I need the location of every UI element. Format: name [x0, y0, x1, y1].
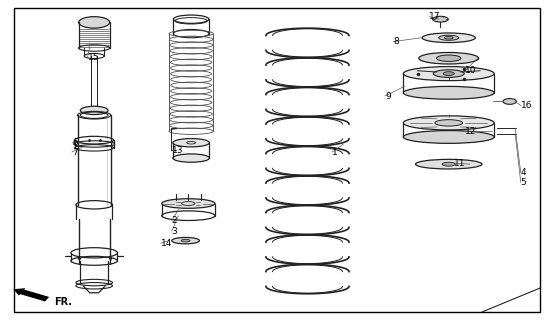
Ellipse shape: [79, 17, 110, 28]
Text: FR.: FR.: [54, 297, 71, 308]
Text: 9: 9: [385, 92, 391, 100]
Ellipse shape: [433, 70, 464, 77]
Text: 12: 12: [465, 127, 477, 136]
Ellipse shape: [172, 237, 199, 244]
Ellipse shape: [442, 162, 455, 166]
Text: 15: 15: [88, 53, 99, 62]
Text: 10: 10: [465, 66, 477, 75]
Ellipse shape: [437, 55, 461, 61]
Ellipse shape: [403, 131, 494, 143]
Text: 4: 4: [521, 168, 526, 177]
Ellipse shape: [403, 67, 494, 81]
Text: 2: 2: [172, 216, 177, 225]
Ellipse shape: [403, 86, 494, 99]
Text: 3: 3: [172, 227, 177, 236]
Ellipse shape: [173, 139, 209, 147]
Ellipse shape: [173, 154, 209, 162]
Ellipse shape: [433, 16, 448, 22]
Text: 8: 8: [393, 37, 399, 46]
Ellipse shape: [162, 199, 215, 208]
FancyArrow shape: [13, 288, 49, 301]
Ellipse shape: [439, 35, 459, 40]
Ellipse shape: [422, 33, 475, 43]
Text: 7: 7: [72, 148, 78, 156]
Text: 16: 16: [521, 101, 532, 110]
Ellipse shape: [419, 52, 479, 64]
Text: 14: 14: [161, 239, 172, 248]
Ellipse shape: [444, 36, 453, 39]
Text: 5: 5: [521, 178, 526, 187]
Ellipse shape: [416, 159, 482, 169]
Ellipse shape: [80, 106, 108, 115]
Text: 17: 17: [429, 12, 441, 21]
Ellipse shape: [503, 99, 516, 104]
Text: 11: 11: [454, 159, 466, 168]
Text: 1: 1: [332, 148, 338, 156]
Ellipse shape: [403, 116, 494, 130]
Ellipse shape: [435, 120, 463, 126]
Ellipse shape: [181, 239, 190, 242]
Text: 6: 6: [72, 138, 78, 147]
Ellipse shape: [443, 72, 454, 76]
Text: 13: 13: [172, 146, 183, 155]
